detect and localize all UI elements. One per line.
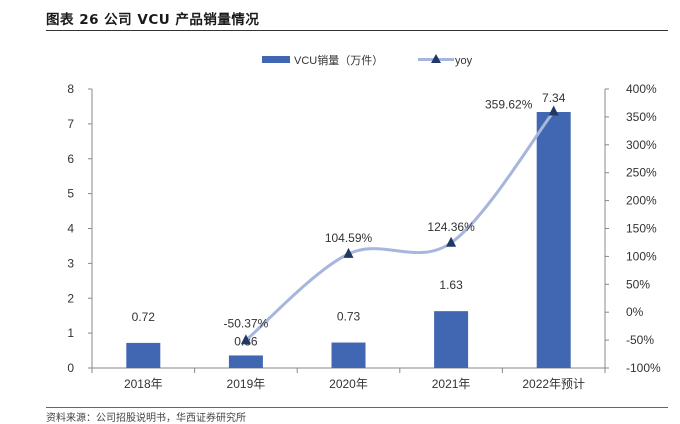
bar-2018年 bbox=[126, 342, 161, 368]
yoy-point bbox=[343, 247, 354, 258]
yoy-value-label: 124.36% bbox=[427, 220, 475, 234]
yoy-value-label: -50.37% bbox=[224, 316, 269, 330]
right-axis-tick-label: 50% bbox=[626, 277, 650, 291]
left-axis-tick-label: 4 bbox=[67, 222, 74, 236]
right-axis-tick-label: 200% bbox=[626, 194, 657, 208]
right-axis-tick-label: 100% bbox=[626, 249, 657, 263]
legend-bar-label: VCU销量（万件） bbox=[294, 53, 383, 67]
yoy-point bbox=[240, 334, 251, 345]
legend-line-marker bbox=[431, 54, 441, 63]
left-axis-tick-label: 8 bbox=[67, 82, 74, 96]
x-axis-tick-label: 2018年 bbox=[124, 377, 163, 391]
left-axis-tick-label: 0 bbox=[67, 361, 74, 375]
right-axis-tick-label: 300% bbox=[626, 138, 657, 152]
legend-bar-swatch bbox=[262, 56, 290, 63]
right-axis-tick-label: 250% bbox=[626, 166, 657, 180]
bar-2020年 bbox=[331, 342, 366, 368]
legend-line-label: yoy bbox=[455, 55, 473, 67]
right-axis-tick-label: -100% bbox=[626, 361, 661, 375]
bar-2022年预计 bbox=[536, 112, 571, 368]
figure-title: 图表 26 公司 VCU 产品销量情况 bbox=[46, 12, 260, 28]
x-axis-tick-label: 2019年 bbox=[227, 377, 266, 391]
right-axis-tick-label: 350% bbox=[626, 110, 657, 124]
right-axis-tick-label: 150% bbox=[626, 222, 657, 236]
left-axis-tick-label: 6 bbox=[67, 152, 74, 166]
right-axis-tick-label: -50% bbox=[626, 333, 654, 347]
yoy-value-label: 359.62% bbox=[485, 98, 533, 112]
yoy-point bbox=[548, 105, 559, 116]
bar-2019年 bbox=[228, 355, 263, 368]
yoy-line bbox=[244, 110, 555, 342]
bar-2021年 bbox=[434, 311, 469, 368]
source-rule bbox=[46, 407, 668, 408]
bar-value-label: 0.73 bbox=[337, 310, 361, 324]
yoy-value-label: 104.59% bbox=[325, 231, 373, 245]
title-rule bbox=[46, 30, 668, 31]
source-note: 资料来源：公司招股说明书，华西证券研究所 bbox=[46, 413, 246, 424]
left-axis-tick-label: 1 bbox=[67, 326, 74, 340]
left-axis-tick-label: 5 bbox=[67, 187, 74, 201]
x-axis-tick-label: 2021年 bbox=[432, 377, 471, 391]
yoy-point bbox=[446, 236, 457, 247]
right-axis-tick-label: 400% bbox=[626, 82, 657, 96]
left-axis-tick-label: 2 bbox=[67, 291, 74, 305]
bar-value-label: 0.72 bbox=[132, 310, 156, 324]
right-axis-tick-label: 0% bbox=[626, 305, 644, 319]
bar-value-label: 1.63 bbox=[439, 278, 463, 292]
left-axis-tick-label: 3 bbox=[67, 256, 74, 270]
x-axis-tick-label: 2020年 bbox=[329, 377, 368, 391]
bar-value-label: 7.34 bbox=[542, 91, 566, 105]
left-axis-tick-label: 7 bbox=[67, 117, 74, 131]
x-axis-tick-label: 2022年预计 bbox=[522, 377, 585, 391]
